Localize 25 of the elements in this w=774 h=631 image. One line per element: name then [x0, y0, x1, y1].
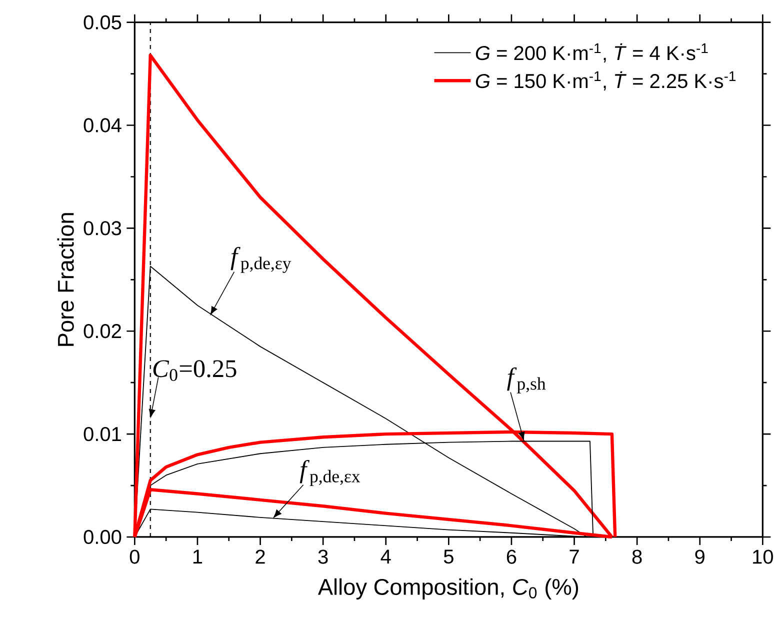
ref-line-label: C$_{0}$=0.25 [153, 360, 236, 381]
x-tick-label: 9 [695, 550, 704, 564]
x-tick-label: 10 [753, 550, 773, 564]
y-axis-title: Pore Fraction [57, 213, 74, 346]
y-tick-label: 0.00 [84, 530, 122, 544]
x-axis-title: Alloy Composition, C$_{0}$ (%) [318, 578, 578, 600]
y-tick-label: 0.03 [84, 221, 122, 236]
x-tick-label: 0 [130, 550, 140, 564]
x-tick-label: 7 [570, 550, 579, 564]
y-tick-label: 0.05 [84, 15, 122, 30]
x-tick-label: 1 [193, 550, 202, 564]
x-tick-label: 3 [318, 550, 328, 564]
x-tick-label: 4 [380, 550, 391, 564]
x-tick-label: 2 [256, 550, 265, 564]
annotation: f$_{p,de,εy}$ [230, 246, 292, 273]
y-tick-label: 0.01 [84, 426, 121, 442]
x-tick-label: 5 [444, 550, 454, 564]
y-tick-label: 0.02 [84, 324, 121, 338]
legend-label: G = 200 K·m$^{-1}$, Ṫ = 4 K·s$^{-1}$ [476, 43, 708, 63]
x-tick-label: 6 [506, 550, 516, 564]
x-tick-label: 8 [632, 550, 642, 564]
legend-label: G = 150 K·m$^{-1}$, Ṫ = 2.25 K·s$^{-1}$ [476, 71, 736, 90]
y-tick-label: 0.04 [84, 118, 122, 132]
annotation: f$_{p,sh}$ [507, 367, 546, 394]
annotation: f$_{p,de,εx}$ [300, 460, 360, 486]
